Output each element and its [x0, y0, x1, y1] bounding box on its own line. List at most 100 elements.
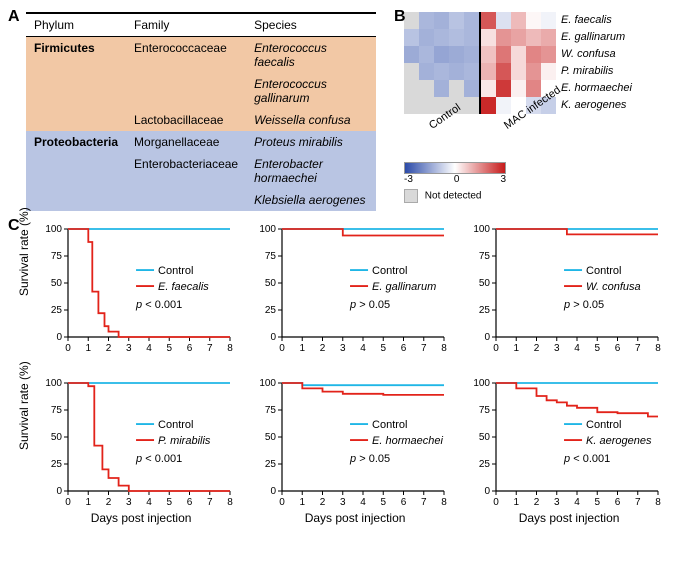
- heatmap-cell: [511, 63, 526, 80]
- svg-text:8: 8: [441, 497, 447, 508]
- y-axis-label: Survival rate (%): [17, 361, 31, 450]
- panel-b: B E. faecalisE. gallinarumW. confusaP. m…: [394, 8, 684, 211]
- svg-text:50: 50: [265, 432, 277, 443]
- svg-text:4: 4: [574, 497, 580, 508]
- colorbar-min: -3: [404, 174, 413, 185]
- not-detected-swatch: [404, 189, 418, 203]
- control-line: [282, 383, 444, 385]
- heatmap: E. faecalisE. gallinarumW. confusaP. mir…: [404, 12, 684, 203]
- table-body: FirmicutesEnterococcaceaeEnterococcus fa…: [26, 37, 376, 212]
- heatmap-cell: [526, 63, 541, 80]
- svg-text:100: 100: [473, 378, 490, 389]
- colorbar-mid: 0: [454, 174, 460, 185]
- heatmap-cell: [481, 46, 496, 63]
- svg-text:7: 7: [207, 343, 213, 354]
- heatmap-cell: [449, 29, 464, 46]
- survival-plot: 0123456780255075100ControlP. mirabilisp …: [26, 375, 236, 525]
- svg-text:8: 8: [441, 343, 447, 354]
- svg-text:25: 25: [479, 459, 491, 470]
- heatmap-cell: [404, 29, 419, 46]
- heatmap-cell: [526, 80, 541, 97]
- table-row: LactobacillaceaeWeissella confusa: [26, 109, 376, 131]
- heatmap-cell: [419, 29, 434, 46]
- svg-text:3: 3: [340, 497, 346, 508]
- colorbar-max: 3: [500, 174, 506, 185]
- svg-text:1: 1: [513, 497, 519, 508]
- svg-text:8: 8: [227, 343, 233, 354]
- svg-text:0: 0: [65, 497, 71, 508]
- table-header: Family: [126, 13, 246, 37]
- svg-text:Control: Control: [586, 265, 621, 277]
- svg-text:0: 0: [279, 343, 285, 354]
- svg-text:7: 7: [635, 497, 641, 508]
- heatmap-cell: [419, 12, 434, 29]
- svg-text:100: 100: [259, 378, 276, 389]
- heatmap-legend: -3 0 3 Not detected: [404, 162, 506, 203]
- svg-text:2: 2: [534, 497, 540, 508]
- svg-text:P. mirabilis: P. mirabilis: [158, 435, 211, 447]
- heatmap-cell: [419, 63, 434, 80]
- svg-text:6: 6: [615, 343, 621, 354]
- svg-text:E. hormaechei: E. hormaechei: [372, 435, 443, 447]
- svg-text:4: 4: [146, 497, 152, 508]
- svg-text:7: 7: [421, 497, 427, 508]
- heatmap-cell: [496, 63, 511, 80]
- heatmap-cell: [481, 63, 496, 80]
- svg-text:E. gallinarum: E. gallinarum: [372, 281, 436, 293]
- svg-text:5: 5: [166, 497, 172, 508]
- table-row: Enterococcus gallinarum: [26, 73, 376, 109]
- p-value: p > 0.05: [349, 453, 390, 465]
- svg-text:25: 25: [51, 305, 63, 316]
- svg-text:Control: Control: [586, 419, 621, 431]
- table-row: FirmicutesEnterococcaceaeEnterococcus fa…: [26, 37, 376, 74]
- treatment-line: [282, 229, 444, 236]
- svg-text:E. faecalis: E. faecalis: [158, 281, 209, 293]
- svg-text:75: 75: [479, 405, 491, 416]
- heatmap-row-label: P. mirabilis: [556, 63, 632, 80]
- panel-a: A PhylumFamilySpecies FirmicutesEnteroco…: [8, 8, 388, 211]
- svg-text:Control: Control: [372, 265, 407, 277]
- treatment-line: [496, 383, 658, 417]
- svg-text:Control: Control: [372, 419, 407, 431]
- p-value: p < 0.001: [563, 453, 610, 465]
- heatmap-cell: [434, 12, 449, 29]
- heatmap-cell: [511, 29, 526, 46]
- svg-text:25: 25: [51, 459, 63, 470]
- heatmap-cell: [511, 12, 526, 29]
- svg-text:3: 3: [126, 343, 132, 354]
- heatmap-row-label: W. confusa: [556, 46, 632, 63]
- svg-text:Control: Control: [158, 265, 193, 277]
- svg-text:8: 8: [227, 497, 233, 508]
- table-row: EnterobacteriaceaeEnterobacter hormaeche…: [26, 153, 376, 189]
- svg-text:2: 2: [320, 497, 326, 508]
- svg-text:3: 3: [126, 497, 132, 508]
- heatmap-cell: [419, 97, 434, 114]
- svg-text:1: 1: [85, 497, 91, 508]
- svg-text:7: 7: [421, 343, 427, 354]
- svg-text:5: 5: [166, 343, 172, 354]
- heatmap-cell: [541, 46, 556, 63]
- p-value: p > 0.05: [563, 299, 604, 311]
- p-value: p < 0.001: [135, 299, 182, 311]
- heatmap-row: [404, 12, 556, 29]
- table-header-row: PhylumFamilySpecies: [26, 13, 376, 37]
- heatmap-cell: [541, 29, 556, 46]
- svg-text:1: 1: [85, 343, 91, 354]
- heatmap-colorbar: [404, 162, 506, 174]
- svg-text:0: 0: [270, 332, 276, 343]
- heatmap-cell: [404, 12, 419, 29]
- svg-text:50: 50: [51, 278, 63, 289]
- heatmap-cell: [464, 29, 479, 46]
- svg-text:5: 5: [594, 497, 600, 508]
- heatmap-cell: [434, 46, 449, 63]
- svg-text:4: 4: [360, 343, 366, 354]
- heatmap-row-label: E. faecalis: [556, 12, 632, 29]
- survival-plot: 0123456780255075100ControlE. gallinarump…: [240, 221, 450, 371]
- survival-plot: 0123456780255075100ControlK. aerogenesp …: [454, 375, 664, 525]
- svg-text:5: 5: [380, 497, 386, 508]
- heatmap-cell: [541, 63, 556, 80]
- panel-label-a: A: [8, 8, 20, 26]
- heatmap-cell: [404, 80, 419, 97]
- svg-text:100: 100: [45, 378, 62, 389]
- svg-text:1: 1: [513, 343, 519, 354]
